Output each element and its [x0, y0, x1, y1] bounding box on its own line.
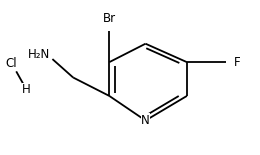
Text: H: H [22, 83, 31, 96]
Text: N: N [141, 114, 150, 127]
Text: Cl: Cl [5, 57, 17, 70]
Text: Br: Br [103, 12, 116, 25]
Text: F: F [233, 56, 240, 69]
Text: H₂N: H₂N [28, 48, 50, 61]
